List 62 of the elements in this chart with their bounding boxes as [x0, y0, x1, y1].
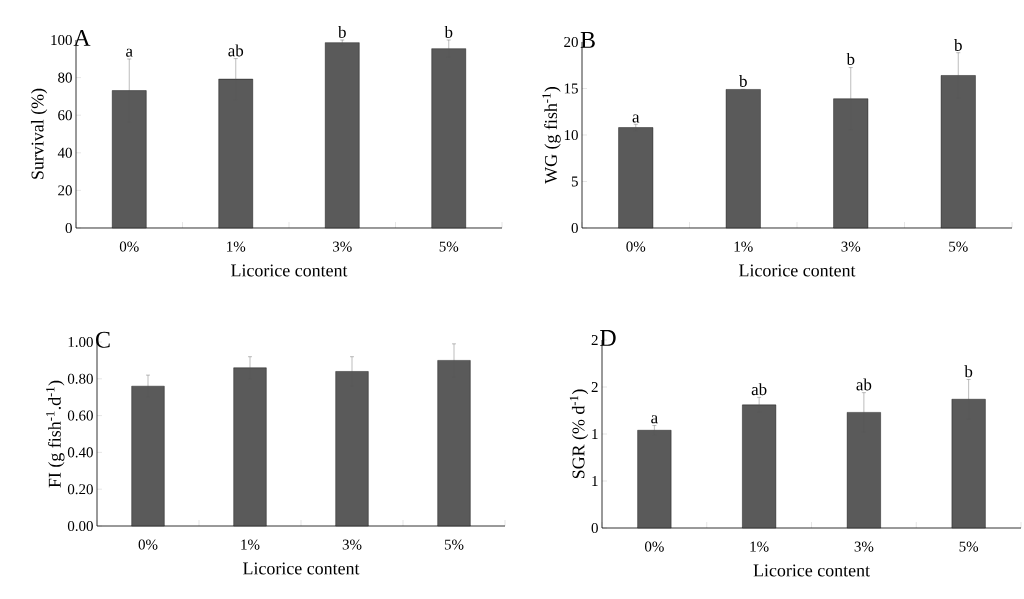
- annotation: b: [954, 39, 962, 51]
- y-tick-label: 15: [564, 83, 578, 94]
- y-tick-label: 0.40: [67, 447, 93, 458]
- x-axis-title: Licorice content: [243, 562, 360, 575]
- annotation: ab: [228, 44, 244, 57]
- y-tick-label: 1: [592, 476, 598, 486]
- y-tick-label: 0: [591, 522, 598, 534]
- x-tick-label: 0%: [626, 241, 646, 252]
- y-tick-label: 80: [58, 72, 72, 83]
- annotation: a: [651, 415, 658, 424]
- x-tick-label: 5%: [439, 241, 459, 252]
- chart-title: C: [96, 331, 110, 348]
- x-tick-label: 1%: [750, 541, 769, 552]
- chart-title: D: [600, 330, 616, 346]
- y-tick-label: 40: [57, 147, 72, 158]
- x-axis-title: Licorice content: [753, 564, 870, 577]
- x-tick-label: 0%: [138, 539, 158, 550]
- x-tick-label: 3%: [854, 541, 874, 552]
- y-tick-label: 0.80: [67, 373, 93, 384]
- annotation: ab: [856, 378, 872, 391]
- y-tick-label: 100: [51, 34, 72, 46]
- annotation: a: [632, 114, 640, 123]
- y-axis-title: SGR (% d$^{-1}$): [569, 389, 589, 479]
- x-axis-title: Licorice content: [739, 264, 856, 277]
- y-tick-label: 5: [571, 176, 578, 187]
- y-tick-label: 2: [591, 382, 598, 392]
- y-tick-label: 20: [564, 36, 578, 48]
- chart-title: B: [580, 32, 595, 48]
- y-tick-label: 0: [65, 222, 72, 234]
- y-axis-title: WG (g fish$^{-1}$): [542, 86, 561, 184]
- x-tick-label: 3%: [342, 539, 362, 550]
- y-tick-label: 0.00: [67, 520, 93, 532]
- annotation: b: [964, 365, 973, 378]
- x-tick-label: 0%: [644, 541, 664, 552]
- y-tick-label: 0.20: [67, 484, 93, 495]
- x-tick-label: 5%: [959, 541, 979, 552]
- y-tick-label: 1.00: [68, 336, 93, 348]
- y-tick-label: 0: [571, 222, 578, 234]
- y-tick-label: 20: [58, 185, 72, 196]
- chart-title: A: [73, 30, 91, 46]
- y-axis-title: Survival (%): [30, 88, 48, 179]
- x-axis-title: Licorice content: [231, 264, 348, 277]
- y-tick-label: 2: [591, 335, 598, 345]
- annotation: ab: [751, 383, 767, 396]
- x-tick-label: 5%: [444, 539, 464, 550]
- annotation: a: [126, 48, 133, 57]
- annotation: b: [444, 25, 453, 38]
- annotation: b: [338, 25, 346, 38]
- y-tick-label: 10: [564, 129, 578, 141]
- y-tick-label: 60: [58, 110, 72, 121]
- x-tick-label: 1%: [241, 539, 260, 550]
- x-tick-label: 1%: [227, 241, 246, 252]
- annotation: b: [846, 52, 855, 65]
- x-tick-label: 3%: [333, 241, 352, 252]
- x-tick-label: 1%: [734, 241, 753, 252]
- y-tick-label: 1: [592, 429, 598, 439]
- x-tick-label: 5%: [949, 241, 968, 252]
- x-tick-label: 3%: [841, 241, 861, 252]
- x-tick-label: 0%: [119, 241, 139, 252]
- y-axis-title: FI (g fish$^{-1}$.d$^{-1}$): [46, 380, 65, 488]
- y-tick-label: 0.60: [67, 410, 93, 421]
- annotation: b: [739, 75, 747, 87]
